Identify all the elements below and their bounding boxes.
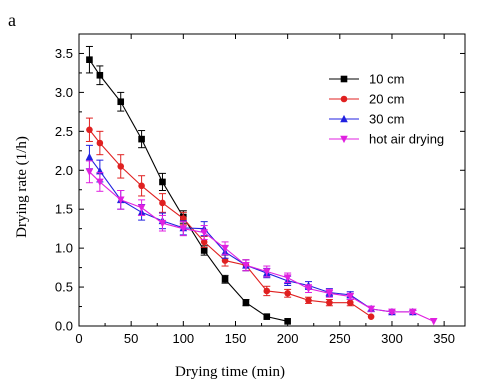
data-point (200, 238, 208, 246)
y-tick-label: 0.0 (55, 319, 73, 334)
legend-entry: 10 cm (329, 72, 404, 87)
panel-label: a (8, 10, 16, 30)
data-point (138, 135, 145, 143)
series-line (88, 156, 413, 313)
legend-entry: 30 cm (329, 112, 404, 127)
data-point (221, 244, 229, 253)
data-point (158, 219, 167, 228)
plot-frame (78, 33, 466, 327)
data-point (367, 313, 375, 320)
data-point (96, 178, 104, 187)
data-point (284, 318, 291, 325)
plot-area: 0 50 100 150 200 250 300 350 0.0 0.5 1.0 1.5 2.0 2.5 3… (55, 33, 466, 346)
y-tick-label: 0.5 (55, 280, 73, 295)
x-tick-label: 350 (433, 331, 455, 346)
data-point (242, 261, 250, 270)
legend-label: 10 cm (369, 72, 404, 87)
x-tick-label: 50 (124, 331, 138, 346)
data-point (86, 126, 93, 134)
data-point (86, 56, 93, 63)
data-point (326, 299, 333, 306)
legend-marker (340, 75, 348, 83)
data-point (242, 299, 250, 306)
x-tick-label: 250 (329, 331, 351, 346)
x-axis-title: Drying time (min) (175, 364, 285, 380)
y-tick-label: 2.5 (55, 124, 73, 139)
y-tick-label: 2.0 (55, 163, 73, 178)
data-point (96, 71, 104, 79)
legend-marker (340, 95, 348, 103)
legend-marker (340, 114, 348, 123)
data-point (85, 152, 94, 161)
data-point (283, 274, 292, 282)
y-tick-label: 3.5 (55, 46, 73, 61)
data-point (429, 318, 438, 326)
y-tick-label: 3.0 (55, 85, 73, 100)
data-point (305, 297, 312, 304)
x-tick-label: 0 (75, 331, 82, 346)
data-point (117, 98, 125, 106)
series-30-cm (85, 144, 417, 316)
x-tick-label: 200 (277, 331, 299, 346)
legend: 10 cm 20 cm 30 cm hot air drying (329, 72, 444, 147)
data-point (304, 285, 313, 293)
data-point (221, 275, 229, 283)
data-point (262, 268, 271, 276)
data-point (221, 257, 229, 264)
data-point (179, 225, 188, 233)
legend-entry: hot air drying (329, 132, 444, 147)
data-point (159, 178, 166, 186)
data-point (159, 199, 166, 207)
data-point (117, 163, 125, 170)
data-point (263, 313, 271, 320)
data-point (346, 293, 355, 301)
legend-marker (340, 135, 348, 144)
legend-label: 30 cm (369, 112, 404, 127)
data-point (116, 196, 125, 204)
data-point (96, 139, 104, 147)
legend-entry: 20 cm (329, 92, 404, 107)
data-point (367, 305, 375, 313)
data-point (200, 247, 208, 254)
series-line (89, 171, 434, 322)
legend-label: 20 cm (369, 92, 404, 107)
data-point (284, 289, 291, 297)
x-tick-label: 300 (381, 331, 403, 346)
data-point (346, 299, 354, 306)
data-point (137, 204, 146, 212)
y-axis-title: Drying rate (1/h) (14, 136, 30, 238)
data-point (263, 287, 271, 295)
y-tick-label: 1.0 (55, 241, 73, 256)
x-tick-label: 100 (172, 331, 194, 346)
y-tick-label: 1.5 (55, 202, 73, 217)
data-point (200, 229, 208, 237)
data-point (138, 182, 145, 190)
x-tick-label: 150 (225, 331, 247, 346)
data-point (85, 168, 94, 176)
series-hot-air-drying (85, 160, 438, 326)
data-point (388, 308, 396, 317)
data-point (325, 289, 334, 298)
legend-label: hot air drying (369, 132, 444, 147)
data-point (180, 215, 187, 222)
series-20-cm (85, 117, 375, 320)
data-point (409, 308, 417, 317)
